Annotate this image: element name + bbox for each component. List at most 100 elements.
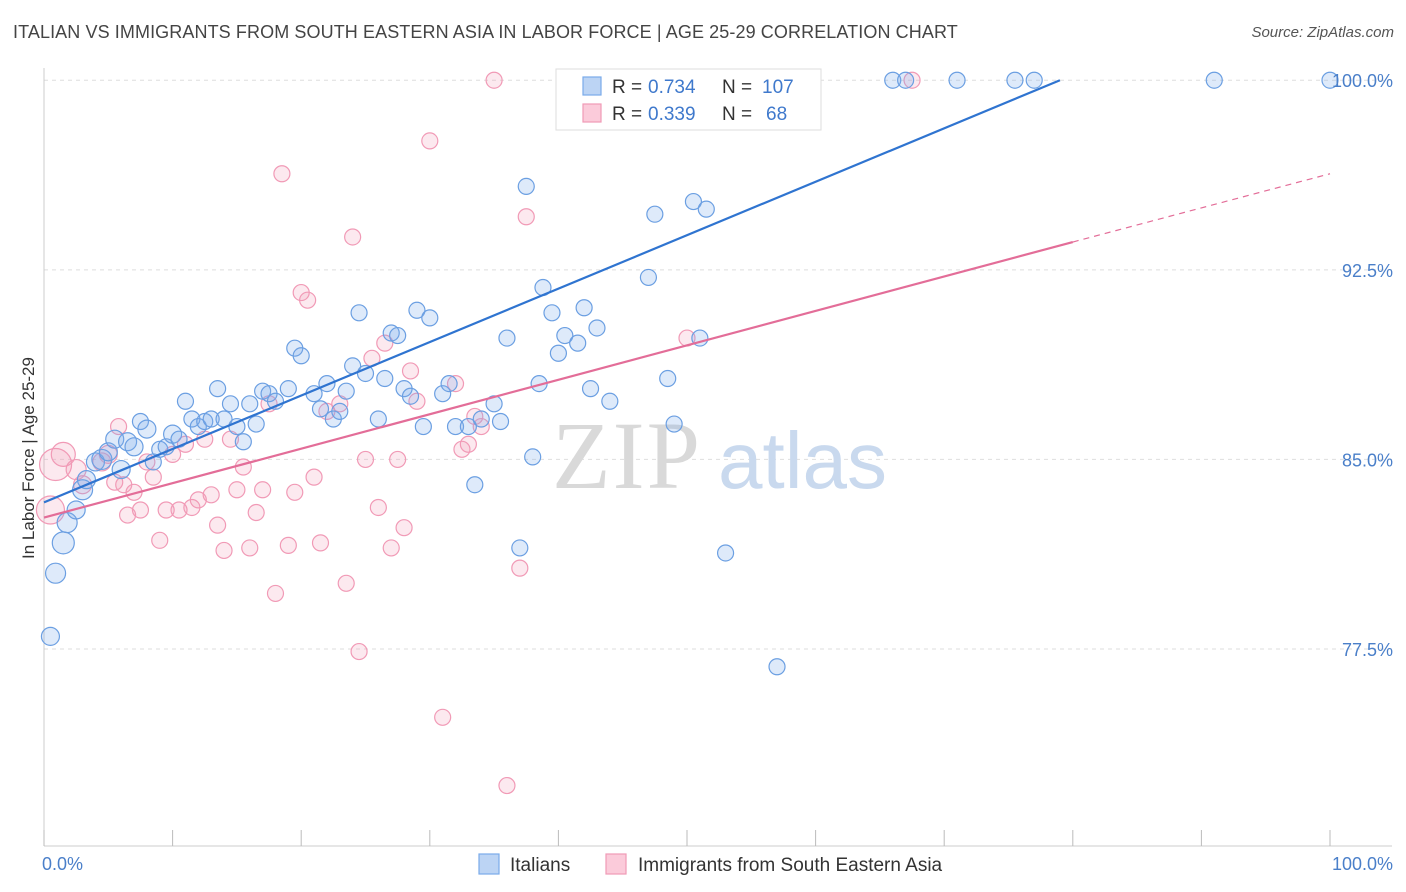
legend-n-value-1: 107 (762, 77, 794, 98)
italians-point (44, 562, 67, 584)
italians-point (85, 452, 106, 472)
immigrants-point (299, 291, 317, 309)
watermark: ZIP atlas (552, 402, 887, 509)
italians-point (350, 304, 368, 322)
immigrants-point (511, 559, 529, 577)
immigrants-point (382, 539, 400, 557)
italians-point (697, 200, 715, 218)
italians-point (601, 392, 619, 410)
immigrants-point (279, 536, 297, 554)
italians-point (234, 433, 252, 451)
italians-point (331, 402, 349, 420)
italians-point (414, 417, 432, 436)
immigrants-point (401, 362, 420, 380)
italians-point (221, 395, 240, 413)
legend-n-label-1: N = (722, 77, 752, 98)
y-tick-labels: 77.5% 85.0% 92.5% 100.0% (1332, 71, 1393, 660)
italians-point (511, 539, 529, 557)
grid-lines (44, 79, 1392, 650)
bottom-legend-swatch-immigrants (605, 853, 627, 875)
italians-point (40, 626, 61, 646)
trend-lines (43, 79, 1331, 519)
immigrants-point (305, 468, 323, 486)
italians-point (472, 410, 490, 428)
immigrants-point (434, 708, 452, 726)
immigrants-point (286, 483, 304, 501)
italians-point (408, 301, 426, 319)
italians-point (569, 334, 587, 352)
italians-point (98, 442, 118, 462)
italians-point (279, 380, 297, 398)
italians-point (337, 382, 355, 400)
legend-r-label-2: R = (612, 104, 642, 125)
italians-point (247, 415, 265, 433)
italians-point (498, 329, 516, 347)
italians-point (117, 432, 138, 452)
axes (43, 68, 1392, 847)
legend-n-value-2: 68 (766, 104, 787, 125)
immigrants-point (369, 498, 387, 517)
immigrants-point (157, 501, 175, 519)
italians-point (434, 385, 452, 403)
italians-point (369, 410, 387, 428)
immigrants-point (215, 541, 233, 560)
legend-swatch-immigrants (582, 103, 602, 123)
immigrants-point (344, 228, 362, 246)
immigrants-trend-extension (1072, 173, 1331, 243)
italians-point (137, 419, 157, 439)
italians-point (466, 476, 484, 494)
italians-point (517, 177, 535, 196)
immigrants-point (356, 450, 375, 469)
italians-point (684, 192, 703, 211)
immigrants-point (389, 450, 407, 469)
italians-point (646, 205, 664, 223)
legend: R = 0.734 N = 107 R = 0.339 N = 68 (555, 68, 822, 131)
italians-point (76, 470, 97, 490)
x-tick-labels: 0.0% 100.0% (42, 854, 1393, 874)
italians-point (440, 374, 458, 393)
immigrants-point (350, 642, 368, 661)
immigrants-point (241, 539, 259, 557)
immigrants-point (38, 447, 73, 482)
italians-point (1321, 71, 1339, 89)
series-italians-points (40, 71, 1339, 676)
italians-point (549, 344, 568, 362)
chart-title: ITALIAN VS IMMIGRANTS FROM SOUTH EASTERN… (13, 22, 958, 42)
x-tick-label-start: 0.0% (42, 854, 83, 874)
italians-point (209, 380, 227, 398)
immigrants-point (228, 481, 246, 499)
italians-point (485, 395, 503, 413)
italians-point (897, 71, 915, 89)
italians-point (581, 380, 600, 398)
italians-point (51, 531, 75, 555)
immigrants-point (421, 132, 439, 150)
italians-point (91, 448, 113, 471)
y-tick-label: 85.0% (1342, 450, 1393, 470)
watermark-zip: ZIP (552, 402, 702, 509)
immigrants-trend-line (43, 240, 1074, 519)
italians-point (446, 417, 465, 436)
italians-point (241, 395, 259, 413)
italians-trend-line (43, 79, 1061, 504)
y-tick-label: 77.5% (1342, 640, 1393, 660)
italians-point (459, 417, 477, 436)
italians-point (401, 387, 420, 405)
immigrants-point (517, 208, 535, 226)
italians-point (1025, 71, 1043, 89)
immigrants-point (189, 491, 207, 509)
italians-point (524, 448, 542, 466)
watermark-atlas: atlas (718, 416, 887, 505)
y-tick-label: 100.0% (1332, 71, 1393, 91)
immigrants-point (247, 503, 265, 522)
italians-point (124, 437, 144, 457)
immigrants-point (376, 334, 394, 352)
italians-point (639, 268, 658, 287)
immigrants-point (144, 468, 162, 486)
italians-point (575, 299, 593, 317)
immigrants-point (498, 776, 516, 795)
legend-r-value-2: 0.339 (648, 104, 696, 125)
italians-point (716, 544, 735, 562)
italians-point (292, 347, 310, 365)
x-tick-label-end: 100.0% (1332, 854, 1393, 874)
